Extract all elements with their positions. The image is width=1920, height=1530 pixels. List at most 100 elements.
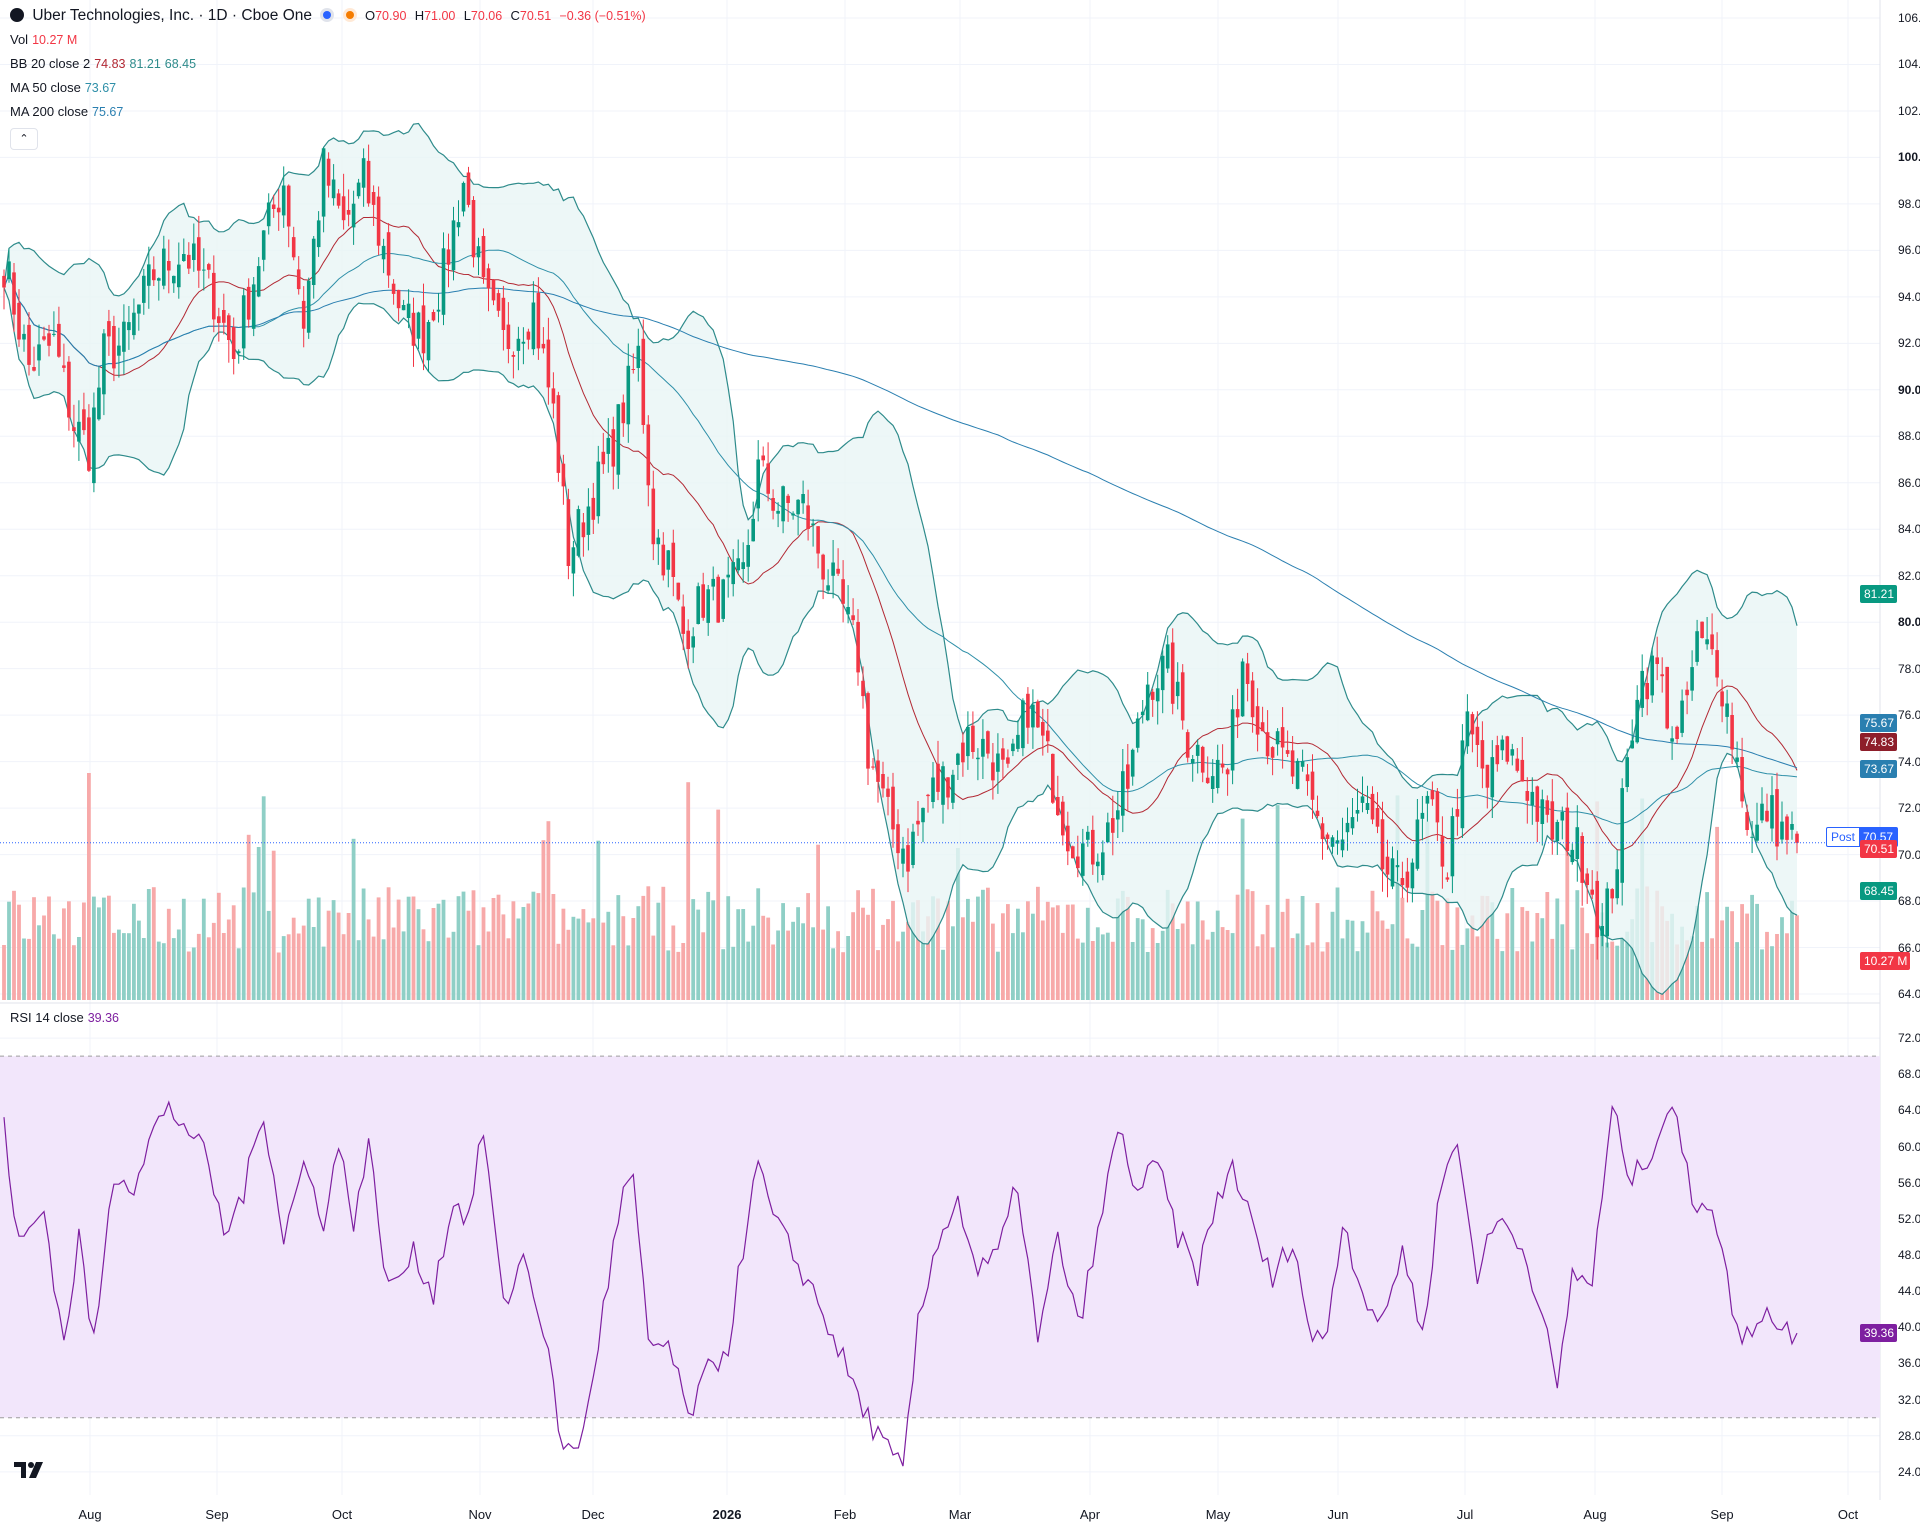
candle-body[interactable] xyxy=(861,680,865,697)
candle-body[interactable] xyxy=(1230,709,1235,771)
candle-body[interactable] xyxy=(1390,858,1395,887)
candle-body[interactable] xyxy=(1091,829,1095,865)
candle-body[interactable] xyxy=(1150,691,1155,700)
candle-body[interactable] xyxy=(686,630,690,649)
candle-body[interactable] xyxy=(47,333,51,346)
candle-body[interactable] xyxy=(97,387,101,420)
candle-body[interactable] xyxy=(1036,701,1040,728)
candle-body[interactable] xyxy=(12,272,16,315)
candle-body[interactable] xyxy=(286,185,291,227)
candle-body[interactable] xyxy=(491,279,496,301)
candle-body[interactable] xyxy=(1550,801,1555,840)
candle-body[interactable] xyxy=(351,203,356,228)
candle-body[interactable] xyxy=(326,158,331,186)
candle-body[interactable] xyxy=(971,725,975,752)
candle-body[interactable] xyxy=(1670,738,1674,742)
candle-body[interactable] xyxy=(641,338,646,425)
candle-body[interactable] xyxy=(1240,661,1245,717)
candle-body[interactable] xyxy=(1290,750,1295,777)
candle-body[interactable] xyxy=(431,312,436,321)
candle-body[interactable] xyxy=(506,324,511,349)
candle-body[interactable] xyxy=(1610,889,1614,899)
candle-body[interactable] xyxy=(1086,831,1090,840)
candle-body[interactable] xyxy=(197,237,201,271)
candle-body[interactable] xyxy=(256,266,261,297)
candle-body[interactable] xyxy=(396,289,401,309)
candle-body[interactable] xyxy=(152,269,156,281)
candle-body[interactable] xyxy=(486,268,491,289)
candle-body[interactable] xyxy=(1555,822,1560,842)
candle-body[interactable] xyxy=(531,302,536,350)
candle-body[interactable] xyxy=(142,275,146,303)
candle-body[interactable] xyxy=(227,315,231,340)
candle-body[interactable] xyxy=(321,148,326,217)
candle-body[interactable] xyxy=(1465,711,1470,747)
candle-body[interactable] xyxy=(1295,760,1300,789)
candle-body[interactable] xyxy=(1790,824,1794,830)
candle-body[interactable] xyxy=(1140,711,1145,716)
candle-body[interactable] xyxy=(941,766,945,805)
candle-body[interactable] xyxy=(1485,764,1490,788)
candle-body[interactable] xyxy=(1315,810,1320,817)
candle-body[interactable] xyxy=(951,774,955,803)
candlesticks[interactable] xyxy=(0,144,1880,960)
candle-body[interactable] xyxy=(1380,819,1385,870)
candle-body[interactable] xyxy=(207,264,211,270)
candle-body[interactable] xyxy=(976,757,980,760)
candle-body[interactable] xyxy=(1585,873,1589,886)
candle-body[interactable] xyxy=(961,742,965,763)
candle-body[interactable] xyxy=(117,345,121,356)
candle-body[interactable] xyxy=(1660,674,1664,677)
candle-body[interactable] xyxy=(1775,789,1779,847)
candle-body[interactable] xyxy=(1730,715,1734,750)
candle-body[interactable] xyxy=(1495,745,1500,765)
candle-body[interactable] xyxy=(1525,791,1530,801)
candle-body[interactable] xyxy=(62,365,66,368)
candle-body[interactable] xyxy=(1565,807,1570,851)
candle-body[interactable] xyxy=(1740,757,1744,802)
candle-body[interactable] xyxy=(1016,734,1020,749)
candle-body[interactable] xyxy=(456,222,461,228)
candle-body[interactable] xyxy=(651,488,656,545)
candle-body[interactable] xyxy=(741,562,745,569)
candle-body[interactable] xyxy=(1330,837,1335,847)
candle-body[interactable] xyxy=(1076,856,1080,869)
candle-body[interactable] xyxy=(681,606,685,634)
candle-body[interactable] xyxy=(421,305,426,354)
candle-body[interactable] xyxy=(791,513,795,516)
candle-body[interactable] xyxy=(911,831,915,865)
candle-body[interactable] xyxy=(276,207,281,213)
collapse-legend-button[interactable]: ⌃ xyxy=(10,128,38,150)
candle-body[interactable] xyxy=(1430,790,1435,800)
candle-body[interactable] xyxy=(566,499,571,566)
candle-body[interactable] xyxy=(1685,689,1689,696)
candle-body[interactable] xyxy=(1235,709,1240,718)
candle-body[interactable] xyxy=(1480,740,1485,769)
candle-body[interactable] xyxy=(1270,747,1275,758)
candle-body[interactable] xyxy=(1405,871,1410,888)
candle-body[interactable] xyxy=(1745,812,1749,830)
candle-body[interactable] xyxy=(112,326,116,369)
candle-body[interactable] xyxy=(1006,757,1010,764)
candle-body[interactable] xyxy=(42,336,46,340)
symbol-title[interactable]: Uber Technologies, Inc. · 1D · Cboe One xyxy=(32,7,313,24)
candle-body[interactable] xyxy=(1335,840,1340,844)
candle-body[interactable] xyxy=(621,402,626,424)
candle-body[interactable] xyxy=(311,238,316,285)
candle-body[interactable] xyxy=(1655,657,1659,664)
candle-body[interactable] xyxy=(661,544,666,576)
candle-body[interactable] xyxy=(1340,839,1345,851)
candle-body[interactable] xyxy=(1475,726,1480,745)
candle-body[interactable] xyxy=(386,232,391,276)
candle-body[interactable] xyxy=(147,264,151,286)
candle-body[interactable] xyxy=(177,264,181,288)
candle-body[interactable] xyxy=(821,554,825,580)
candle-body[interactable] xyxy=(1500,739,1505,751)
candle-body[interactable] xyxy=(1675,726,1679,739)
candle-body[interactable] xyxy=(1355,810,1360,814)
candle-body[interactable] xyxy=(1545,800,1550,815)
candle-body[interactable] xyxy=(426,322,431,361)
candle-body[interactable] xyxy=(1011,743,1015,752)
candle-body[interactable] xyxy=(7,261,11,280)
candle-body[interactable] xyxy=(626,365,631,425)
